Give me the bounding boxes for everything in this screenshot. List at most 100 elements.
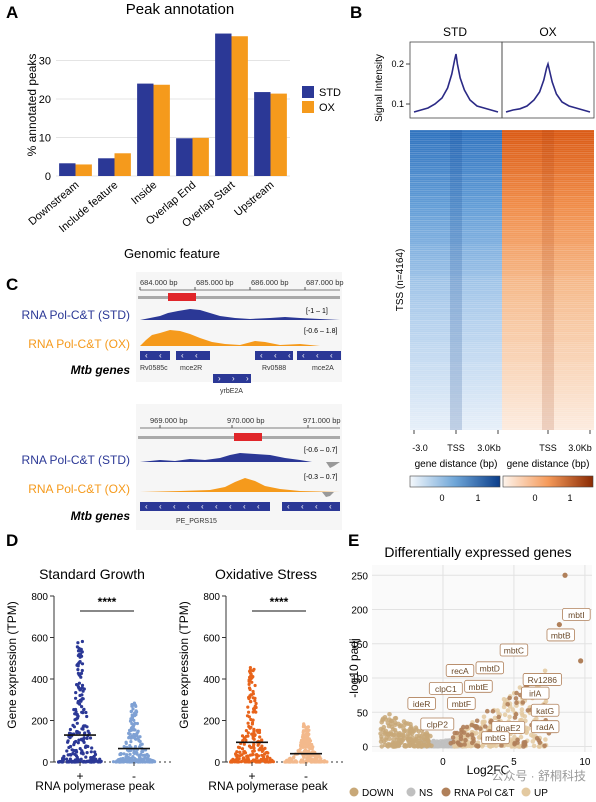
- heatmap-row-ox: [502, 338, 594, 340]
- e-point-down: [388, 730, 394, 735]
- heatmap-row-std: [410, 362, 502, 364]
- d-point: [149, 759, 153, 763]
- heatmap-row-ox: [502, 354, 594, 356]
- heatmap-row-ox: [502, 296, 594, 298]
- xtick-std-start: -3.0: [412, 443, 428, 453]
- d-point: [133, 721, 137, 726]
- colorbar-std-tick-1: 1: [475, 493, 480, 503]
- d-point: [240, 734, 245, 738]
- bar-std-overlap-start: [215, 33, 232, 176]
- e-point-rnapol: [473, 724, 479, 729]
- d-point: [254, 705, 258, 710]
- heatmap-row-ox: [502, 312, 594, 314]
- heatmap-row-std: [410, 132, 502, 134]
- gene-track-1: Rv0585c mce2R Rv0588 mce2A yrbE2A: [140, 351, 341, 395]
- e-point-down: [379, 744, 385, 749]
- ruler2-tick-0: 969.000 bp: [150, 416, 188, 425]
- d-point: [254, 753, 258, 757]
- e-point-rnapol: [505, 702, 511, 707]
- heatmap-row-std: [410, 150, 502, 152]
- d-point: [240, 759, 244, 763]
- d-point: [65, 760, 69, 764]
- d-point: [246, 731, 250, 735]
- heatmap-row-ox: [502, 148, 594, 150]
- d-point: [123, 760, 127, 764]
- e-point-rnapol: [458, 736, 464, 742]
- d-point: [299, 738, 304, 743]
- track1-range-std: [-1 – 1]: [306, 308, 328, 315]
- d-point: [132, 749, 136, 754]
- e-gene-label-text: mbtB: [551, 630, 571, 640]
- heatmap-row-std: [410, 332, 502, 334]
- d-point: [73, 759, 77, 763]
- e-gene-label-text: clpP2: [427, 719, 449, 729]
- d-plot-0: 0 200 400 600 800 + - ****: [31, 592, 172, 783]
- d-point: [252, 729, 256, 733]
- d-point: [295, 760, 299, 764]
- e-point-rnapol: [521, 740, 527, 745]
- gene-pe-pgrs15: [140, 502, 270, 511]
- d-point: [141, 760, 145, 764]
- heatmap-row-ox: [502, 136, 594, 138]
- d-point: [262, 752, 267, 756]
- heatmap-row-ox: [502, 262, 594, 264]
- e-point-ns: [435, 743, 440, 748]
- d-point: [89, 756, 93, 760]
- panel-label-c: C: [6, 275, 18, 294]
- a-ytick-label: 10: [39, 133, 51, 145]
- d-point: [75, 755, 79, 759]
- heatmap-row-ox: [502, 372, 594, 374]
- d-point: [99, 759, 103, 764]
- d-point: [245, 754, 249, 759]
- d-point: [133, 714, 137, 718]
- ruler2-tick-1: 970.000 bp: [227, 416, 265, 425]
- d-xtick-label: -: [132, 769, 136, 783]
- heatmap-row-std: [410, 172, 502, 174]
- heatmap-row-ox: [502, 410, 594, 412]
- colorbar-std-tick-0: 0: [439, 493, 444, 503]
- d-ytick-label: 0: [214, 758, 220, 769]
- d-point: [119, 757, 123, 761]
- e-point-rnapol: [513, 696, 519, 701]
- heatmap-row-std: [410, 398, 502, 400]
- heatmap-row-std: [410, 306, 502, 308]
- d-point: [80, 749, 84, 753]
- heatmap-row-std: [410, 338, 502, 340]
- e-gene-label: recA: [445, 664, 475, 677]
- d-point: [85, 725, 89, 729]
- gene-strand-arrow: ‹: [330, 351, 333, 360]
- d-title-std: Standard Growth: [39, 566, 145, 582]
- d-point: [80, 639, 84, 644]
- heatmap-row-ox: [502, 238, 594, 240]
- heatmap-row-std: [410, 386, 502, 388]
- d-point: [74, 710, 78, 714]
- d-plot-1: 0 200 400 600 800 + - ****: [203, 592, 344, 783]
- heatmap-row-std: [410, 156, 502, 158]
- d-point: [308, 743, 312, 747]
- d-point: [79, 652, 83, 656]
- e-point-rnapol: [490, 708, 496, 714]
- e-gene-label-text: mbtF: [452, 699, 471, 709]
- heatmap-row-ox: [502, 202, 594, 204]
- d-point: [75, 683, 80, 687]
- heatmap-row-ox: [502, 380, 594, 382]
- track2-signal-std: [140, 453, 340, 462]
- panel-d-expression: Standard Growth Oxidative Stress Gene ex…: [5, 566, 344, 793]
- d-ylabel-std: Gene expression (TPM): [5, 601, 19, 728]
- e-gene-label-box: [546, 628, 575, 642]
- d-point: [76, 701, 80, 705]
- heatmap-row-ox: [502, 290, 594, 292]
- panel-c-genome-tracks: 684.000 bp 685.000 bp 686.000 bp 687.000…: [22, 272, 344, 530]
- d-point: [135, 710, 139, 714]
- facet-title-std: STD: [443, 25, 467, 39]
- d-point: [139, 757, 143, 761]
- a-xtick-label: Upstream: [232, 179, 276, 219]
- heatmap-row-std: [410, 232, 502, 234]
- heatmap-row-ox: [502, 362, 594, 364]
- heatmap-row-ox: [502, 256, 594, 258]
- gene-label-yrbe2a: yrbE2A: [220, 388, 243, 395]
- d-point: [122, 745, 126, 749]
- d-point: [86, 759, 90, 763]
- e-point-down: [414, 727, 419, 732]
- d-point: [67, 731, 72, 735]
